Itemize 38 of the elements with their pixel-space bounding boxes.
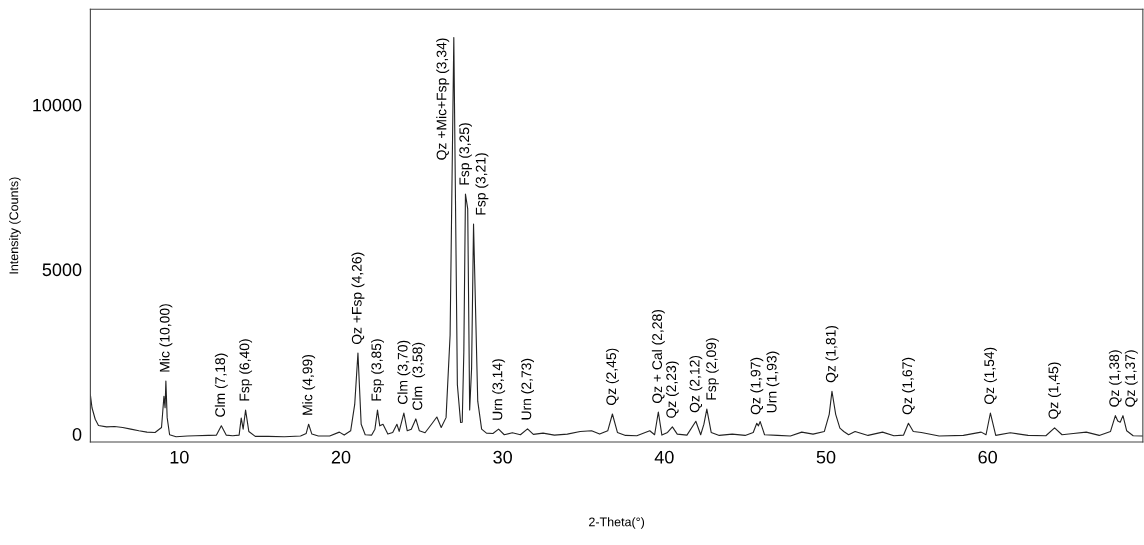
x-tick-label: 60	[978, 450, 997, 464]
annotation: Qz (1,54)	[983, 347, 997, 405]
annotation: Clm (7,18)	[214, 353, 228, 417]
annotation: Fsp (3,25)	[458, 123, 472, 185]
y-tick-label: 10000	[33, 98, 82, 112]
y-tick-label: 0	[72, 428, 82, 441]
annotation: Clm (3,70)	[397, 340, 411, 404]
annotation: Mic (10,00)	[159, 304, 173, 372]
annotation: Qz (2,23)	[665, 361, 679, 418]
annotation: Urn (1,93)	[766, 351, 780, 413]
x-tick-label: 20	[331, 450, 351, 464]
annotation: Qz (1,97)	[750, 357, 764, 415]
x-tick-label: 10	[170, 450, 189, 464]
annotation: Qz (1,38)	[1108, 350, 1122, 407]
x-tick-label: 30	[493, 450, 512, 464]
line-series	[90, 37, 1143, 438]
annotation: Qz +Mic+Fsp (3,34)	[436, 38, 450, 160]
annotation: Qz (2,12)	[689, 355, 703, 413]
x-tick-label: 40	[654, 450, 674, 464]
annotation: Clm (3,58)	[412, 342, 426, 410]
annotation: Urn (3,14)	[492, 359, 506, 420]
y-axis-title: Intensity (Counts)	[9, 177, 21, 274]
x-tick-label: 50	[816, 450, 836, 464]
annotation: Qz (1,37)	[1124, 350, 1138, 407]
annotation: Qz (1,81)	[825, 325, 839, 383]
annotation: Qz (1,45)	[1048, 362, 1062, 419]
annotation: Qz (1,67)	[901, 357, 915, 415]
annotation: Fsp (2,09)	[705, 338, 719, 400]
annotation: Fsp (3,21)	[475, 153, 489, 215]
annotation: Urn (2,73)	[521, 358, 534, 420]
y-tick-label: 5000	[42, 263, 82, 277]
annotation: Mic (4,99)	[302, 355, 316, 415]
annotation: Fsp (6,40)	[239, 339, 253, 401]
x-axis-title: 2-Theta(°)	[589, 517, 645, 529]
annotation: Fsp (3,85)	[371, 339, 384, 401]
annotation: Qz + Cal (2,28)	[651, 310, 665, 404]
annotation: Qz +Fsp (4,26)	[351, 252, 365, 345]
annotation: Qz (2,45)	[605, 348, 619, 406]
